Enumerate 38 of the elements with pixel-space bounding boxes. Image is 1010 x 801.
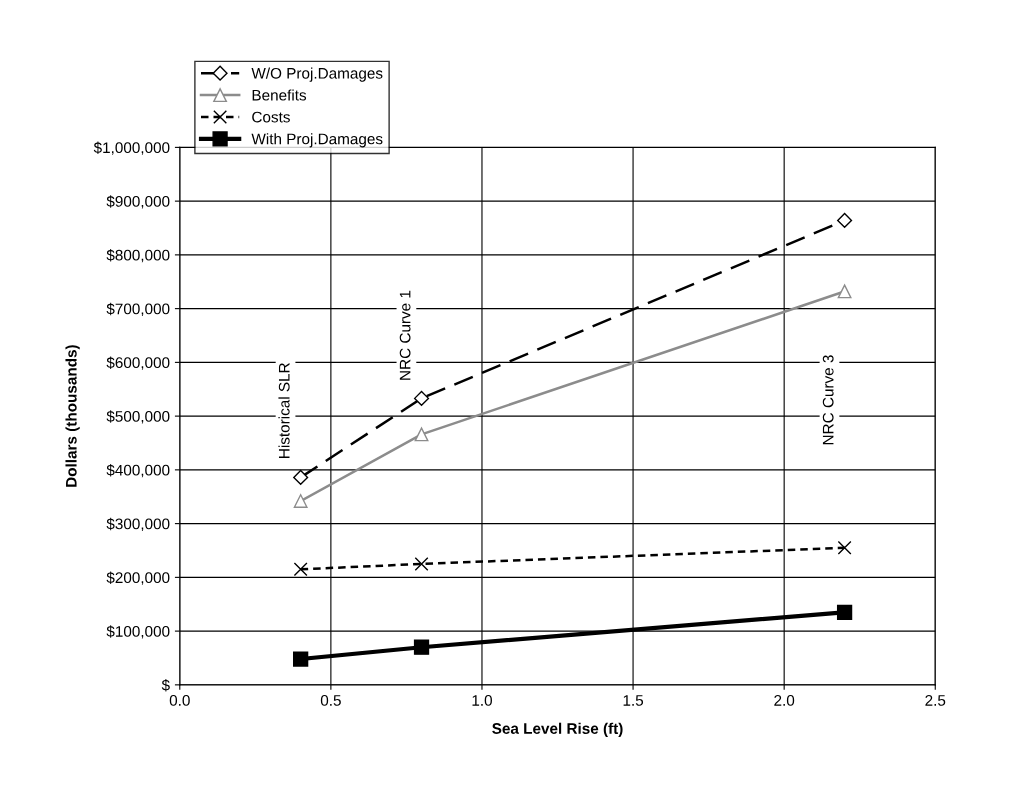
y-tick-label: $100,000 — [106, 625, 170, 639]
point — [293, 562, 308, 577]
legend-label: With Proj.Damages — [251, 133, 383, 148]
y-axis-title: Dollars (thousands) — [65, 345, 80, 487]
y-tick-label: $400,000 — [106, 464, 170, 478]
x-axis-title: Sea Level Rise (ft) — [492, 722, 623, 737]
x-tick-label: 2.0 — [774, 694, 795, 706]
y-tick-label: $300,000 — [106, 517, 170, 532]
annotation: NRC Curve 3 — [822, 355, 834, 445]
y-tick-label: $200,000 — [106, 571, 170, 585]
y-tick-label: $700,000 — [106, 302, 170, 317]
point — [837, 212, 853, 229]
y-tick-label: $600,000 — [106, 356, 170, 370]
point — [293, 469, 309, 485]
y-tick-label: $800,000 — [106, 249, 170, 263]
y-tick-label: $500,000 — [106, 410, 170, 424]
point — [413, 639, 430, 655]
legend-label: Benefits — [252, 89, 307, 101]
point — [414, 427, 429, 442]
y-tick-label: $1,000,000 — [93, 141, 170, 155]
x-tick-label: 1.0 — [472, 694, 492, 706]
legend-label: W/O Proj.Damages — [251, 67, 383, 82]
point — [413, 390, 430, 406]
x-tick-label: 0.5 — [320, 694, 341, 706]
point — [836, 604, 853, 620]
y-tick-label: $900,000 — [106, 195, 170, 209]
y-tick-label: $ — [161, 679, 170, 692]
point — [837, 284, 852, 299]
point — [293, 494, 308, 508]
annotation: NRC Curve 1 — [399, 290, 411, 380]
legend-label: Costs — [252, 111, 290, 123]
point — [293, 651, 309, 667]
point — [837, 540, 852, 555]
annotation: Historical SLR — [278, 363, 290, 458]
x-tick-label: 1.5 — [623, 695, 644, 706]
x-tick-label: 0.0 — [169, 694, 190, 706]
point — [414, 556, 429, 571]
x-tick-label: 2.5 — [925, 694, 946, 706]
